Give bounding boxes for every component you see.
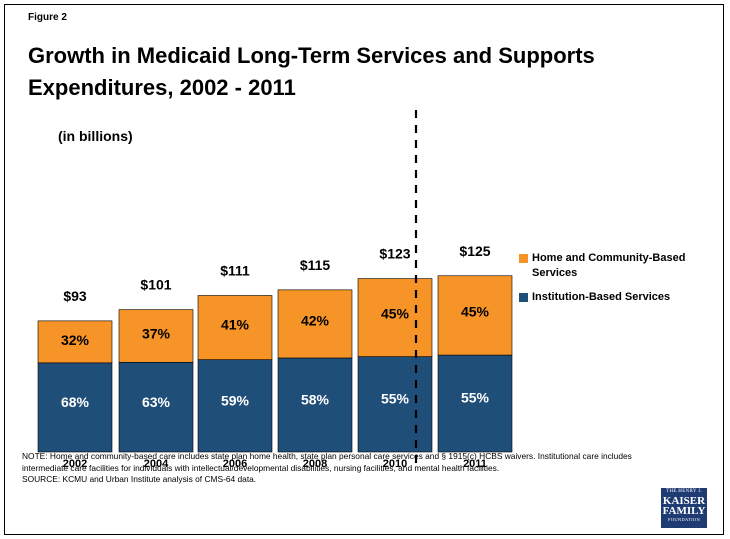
total-label-2002: $93: [63, 288, 87, 304]
logo-line-3: FAMILY: [662, 505, 706, 517]
total-label-2011: $125: [459, 243, 490, 259]
legend-swatch-institution: [519, 293, 528, 302]
legend-label-institution: Institution-Based Services: [532, 291, 671, 303]
legend-item-institution: Institution-Based Services: [519, 290, 709, 305]
x-tick-label-2008: 2008: [303, 458, 327, 470]
legend: Home and Community-Based Services Instit…: [519, 251, 709, 314]
figure-label: Figure 2: [28, 12, 67, 23]
logo-line-2: KAISER: [662, 495, 706, 507]
x-tick-label-2004: 2004: [144, 458, 169, 470]
bar-institution-2010: [357, 356, 433, 453]
bar-institution-2002: [37, 362, 113, 453]
x-tick-label-2006: 2006: [223, 458, 247, 470]
footnote: NOTE: Home and community-based care incl…: [22, 451, 662, 486]
logo-line-1: THE HENRY J.: [666, 489, 702, 494]
bar-home-community-2008: [277, 289, 353, 359]
label-institution-2006: 59%: [221, 392, 250, 408]
x-tick-label-2011: 2011: [463, 458, 487, 470]
bar-institution-2011: [437, 354, 513, 453]
label-institution-2011: 55%: [461, 390, 490, 406]
label-home-community-2010: 45%: [381, 306, 410, 322]
label-institution-2008: 58%: [301, 391, 330, 407]
label-home-community-2004: 37%: [142, 325, 171, 341]
total-label-2010: $123: [379, 246, 410, 262]
label-home-community-2008: 42%: [301, 312, 330, 328]
bar-institution-2004: [118, 361, 194, 453]
bar-home-community-2006: [197, 295, 273, 360]
x-tick-label-2010: 2010: [383, 458, 407, 470]
logo-line-4: FOUNDATION: [668, 517, 700, 522]
source-text: SOURCE: KCMU and Urban Institute analysi…: [22, 474, 257, 484]
label-institution-2004: 63%: [142, 394, 171, 410]
bar-institution-2008: [277, 357, 353, 453]
bar-home-community-2004: [118, 309, 194, 363]
legend-swatch-home-community: [519, 254, 528, 263]
label-institution-2010: 55%: [381, 391, 410, 407]
bar-home-community-2011: [437, 275, 513, 356]
unit-label: (in billions): [58, 128, 133, 144]
label-home-community-2006: 41%: [221, 316, 250, 332]
note-text: NOTE: Home and community-based care incl…: [22, 451, 632, 473]
legend-label-home-community: Home and Community-Based Services: [532, 252, 686, 279]
chart-title: Growth in Medicaid Long-Term Services an…: [28, 43, 595, 100]
x-tick-label-2002: 2002: [63, 458, 87, 470]
label-institution-2002: 68%: [61, 394, 90, 410]
label-home-community-2002: 32%: [61, 332, 90, 348]
legend-item-home-community: Home and Community-Based Services: [519, 251, 709, 281]
total-label-2006: $111: [220, 262, 250, 278]
total-label-2004: $101: [140, 277, 171, 293]
kff-logo: THE HENRY J. KAISER FAMILY FOUNDATION: [661, 488, 707, 528]
label-home-community-2011: 45%: [461, 303, 490, 319]
total-label-2008: $115: [300, 257, 331, 273]
bar-home-community-2002: [37, 320, 113, 364]
bar-home-community-2010: [357, 278, 433, 357]
